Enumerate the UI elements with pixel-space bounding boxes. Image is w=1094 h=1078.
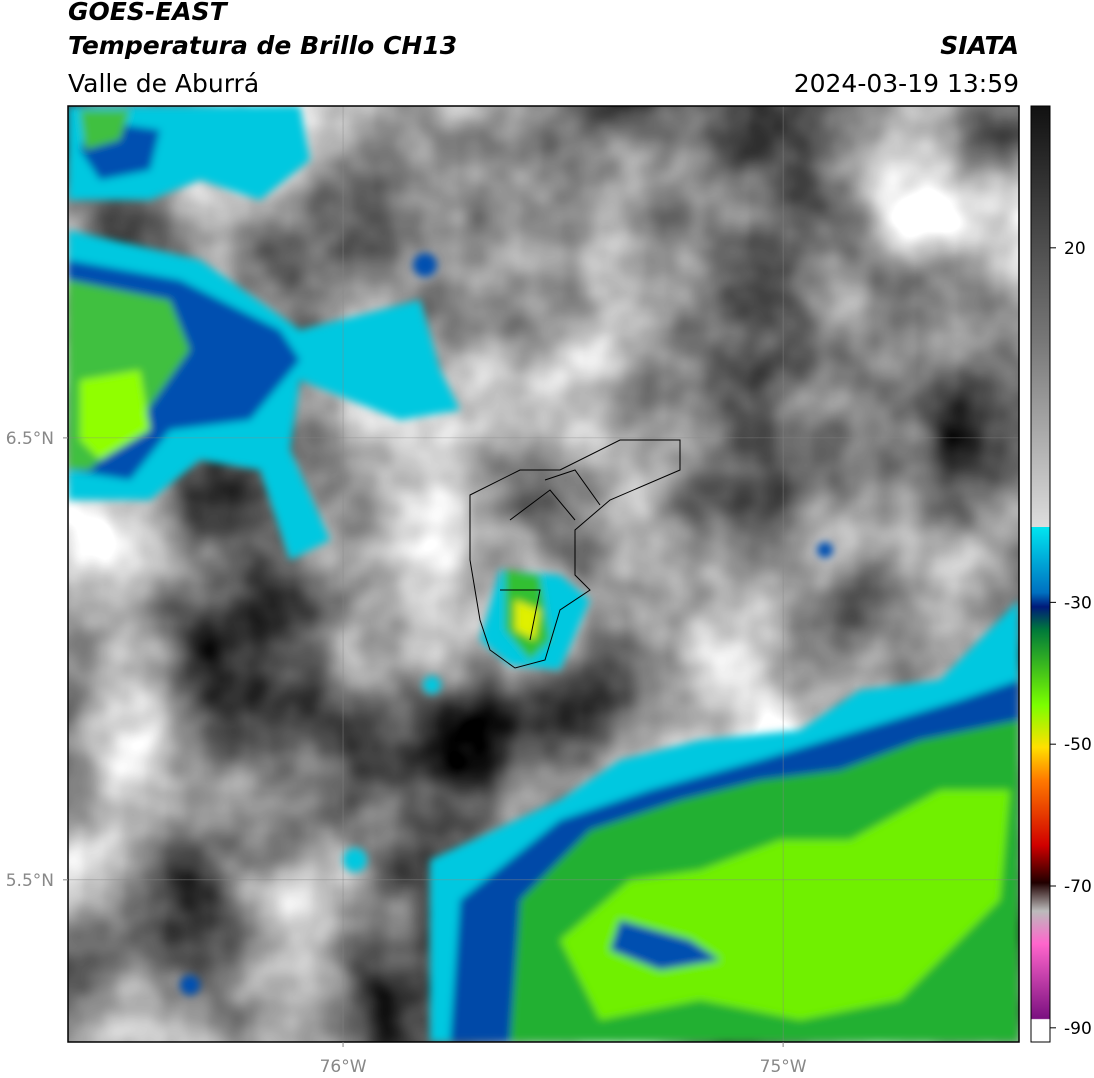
source: SIATA xyxy=(940,31,1019,60)
x-tick-label: 75°W xyxy=(760,1057,807,1077)
colorbar-tick-label: -30 xyxy=(1064,593,1092,613)
y-tick-label: 6.5°N xyxy=(6,429,54,449)
colorbar-tick-label: 20 xyxy=(1064,239,1086,259)
region: Valle de Aburrá xyxy=(68,69,259,98)
municipal-boundaries xyxy=(469,439,681,669)
graticule xyxy=(68,106,1019,1042)
x-tick-label: 76°W xyxy=(320,1057,367,1077)
y-tick-label: 5.5°N xyxy=(6,871,54,891)
subtitle: Temperatura de Brillo CH13 xyxy=(68,31,457,60)
colorbar-tick-label: -70 xyxy=(1064,877,1092,897)
map-image xyxy=(68,106,1019,1042)
datetime: 2024-03-19 13:59 xyxy=(794,69,1019,98)
colorbar xyxy=(1030,105,1051,1043)
colorbar-tick-label: -50 xyxy=(1064,735,1092,755)
map-frame xyxy=(67,105,1020,1043)
cold-clouds xyxy=(68,106,1019,1042)
title: GOES-EAST xyxy=(68,0,229,26)
municipal-boundaries xyxy=(500,469,601,641)
colorbar-tick-label: -90 xyxy=(1064,1019,1092,1039)
